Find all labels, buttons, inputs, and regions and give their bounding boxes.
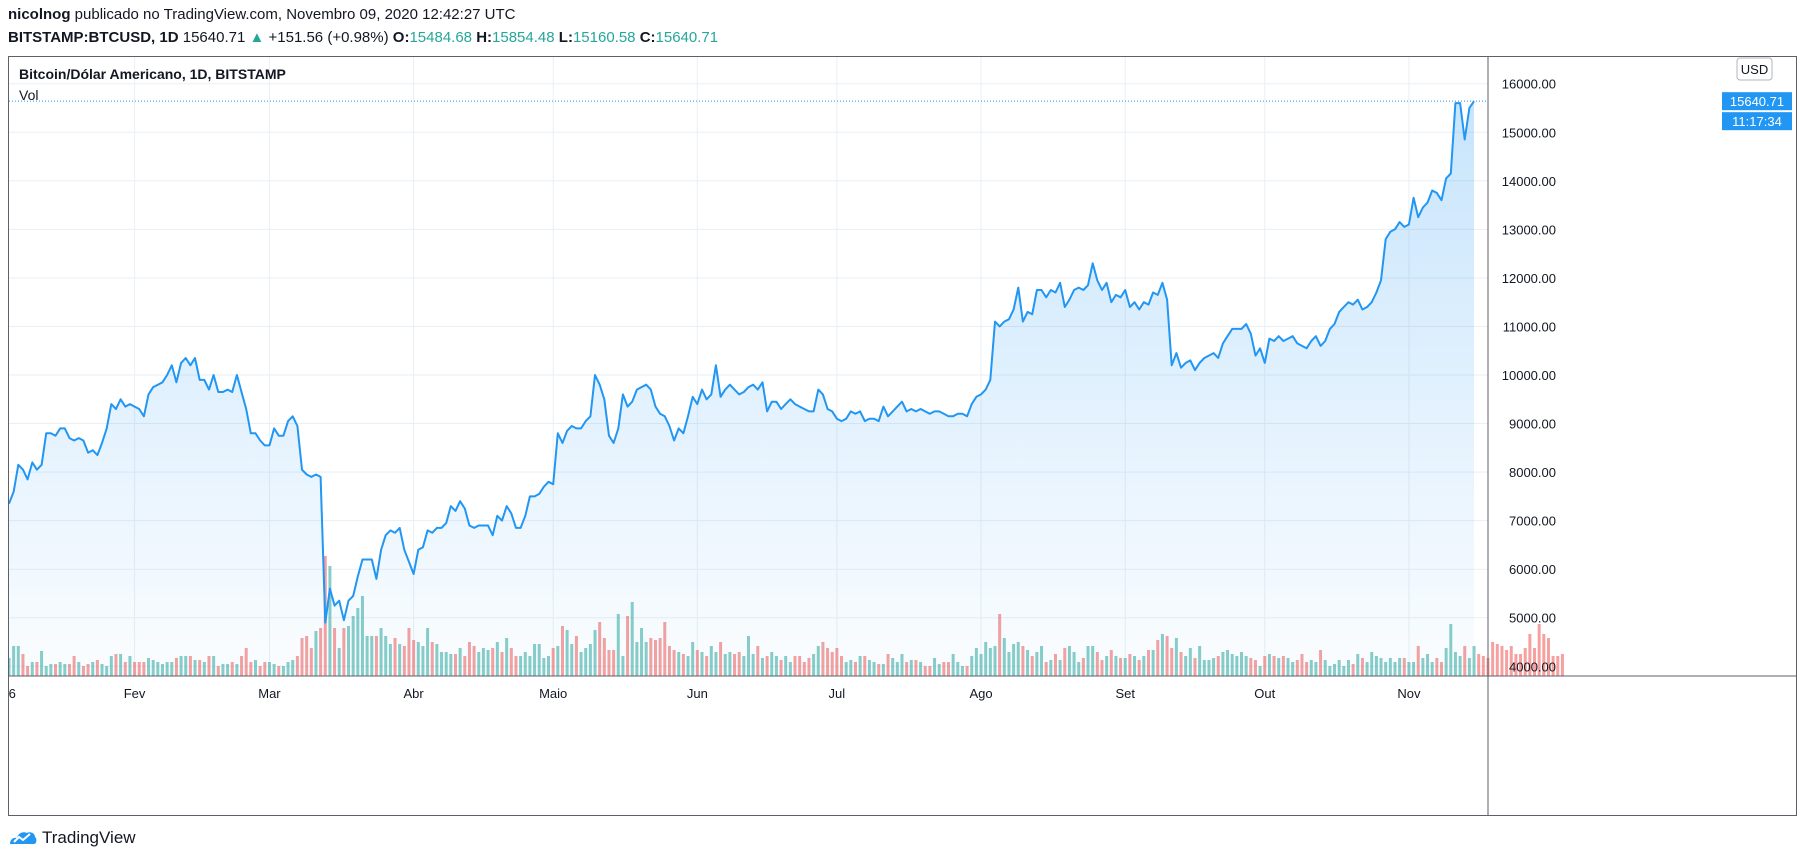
- y-tick-label: 13000.00: [1502, 222, 1556, 237]
- legend-volume-label: Vol: [19, 87, 38, 103]
- volume-bar: [1542, 634, 1546, 676]
- price-change: +151.56 (+0.98%): [268, 29, 389, 46]
- publication-header: nicolnog publicado no TradingView.com, N…: [8, 6, 516, 23]
- volume-bar: [1505, 650, 1509, 676]
- x-tick-label: Nov: [1397, 686, 1421, 701]
- volume-bar: [1509, 646, 1513, 676]
- ohlc-header: BITSTAMP:BTCUSD, 1D 15640.71 ▲ +151.56 (…: [8, 29, 718, 46]
- countdown-tag-label: 11:17:34: [1732, 114, 1782, 129]
- x-tick-label: Jul: [829, 686, 846, 701]
- volume-bar: [1491, 642, 1495, 676]
- brand-name: TradingView: [42, 828, 136, 847]
- y-tick-label: 10000.00: [1502, 368, 1556, 383]
- x-tick-label: Abr: [404, 686, 425, 701]
- volume-bar: [1472, 646, 1476, 676]
- axes: 4000.00 5000.00 6000.00 7000.00 8000.00 9000.…: [9, 57, 1796, 815]
- last-price: 15640.71: [182, 29, 246, 46]
- x-tick-label: Fev: [124, 686, 146, 701]
- last-price-tag-label: 15640.71: [1730, 94, 1784, 109]
- y-tick-label: 14000.00: [1502, 174, 1556, 189]
- volume-bar: [1519, 654, 1523, 676]
- high-value: 15854.48: [492, 29, 555, 46]
- y-tick-label: 5000.00: [1509, 611, 1556, 626]
- price-tags: 15640.71 11:17:34: [1722, 92, 1792, 131]
- currency-button[interactable]: USD: [1736, 57, 1773, 81]
- volume-bar: [1481, 656, 1485, 676]
- volume-bar: [1514, 654, 1518, 676]
- symbol-label: BITSTAMP:BTCUSD, 1D: [8, 29, 179, 46]
- low-value: 15160.58: [572, 29, 636, 46]
- low-label: L:: [558, 29, 573, 46]
- publication-info: publicado no TradingView.com, Novembro 0…: [74, 6, 516, 23]
- legend-title: Bitcoin/Dólar Americano, 1D, BITSTAMP: [19, 66, 286, 82]
- close-value: 15640.71: [655, 29, 719, 46]
- x-tick-label: 6: [9, 686, 16, 701]
- y-tick-label: 7000.00: [1509, 514, 1556, 529]
- x-tick-label: Ago: [969, 686, 992, 701]
- volume-bar: [1533, 648, 1537, 676]
- y-tick-label: 11000.00: [1503, 319, 1556, 334]
- close-label: C:: [639, 29, 656, 46]
- y-tick-label: 8000.00: [1509, 465, 1556, 480]
- x-tick-label: Jun: [687, 686, 708, 701]
- tradingview-logo-icon: [10, 832, 37, 844]
- x-tick-label: Maio: [539, 686, 567, 701]
- chart-frame[interactable]: 4000.00 5000.00 6000.00 7000.00 8000.00 9000.…: [8, 56, 1797, 816]
- volume-bar: [1477, 654, 1481, 676]
- y-tick-label: 15000.00: [1502, 125, 1556, 140]
- author-name[interactable]: nicolnog: [8, 6, 71, 23]
- volume-bar: [1523, 648, 1527, 676]
- volume-bar: [1560, 654, 1564, 676]
- price-line: [9, 100, 1475, 624]
- open-label: O:: [392, 29, 410, 46]
- volume-bar: [1546, 638, 1550, 676]
- x-tick-label: Mar: [258, 686, 281, 701]
- volume-bar: [1500, 646, 1504, 676]
- price-area-fill: [9, 101, 1474, 676]
- price-chart[interactable]: 4000.00 5000.00 6000.00 7000.00 8000.00 9000.…: [9, 57, 1796, 815]
- last-price-tag: [1722, 92, 1792, 111]
- price-area: [9, 100, 1488, 676]
- volume-bar: [1551, 656, 1555, 676]
- footer-brand[interactable]: TradingView: [8, 826, 136, 850]
- x-tick-label: Out: [1254, 686, 1275, 701]
- x-tick-label: Set: [1115, 686, 1135, 701]
- y-tick-label: 12000.00: [1502, 271, 1556, 286]
- open-value: 15484.68: [409, 29, 473, 46]
- volume-bar: [1528, 634, 1532, 676]
- currency-label: USD: [1741, 62, 1768, 77]
- volume-bar: [1495, 644, 1499, 676]
- high-label: H:: [476, 29, 493, 46]
- y-tick-label: 16000.00: [1502, 77, 1556, 92]
- countdown-tag: [1722, 112, 1792, 131]
- y-tick-label: 9000.00: [1509, 417, 1556, 432]
- y-tick-label: 4000.00: [1509, 659, 1556, 674]
- y-tick-label: 6000.00: [1509, 562, 1556, 577]
- up-arrow-icon: ▲: [249, 29, 265, 46]
- volume-bar: [1556, 656, 1560, 676]
- volume-bar: [1537, 624, 1541, 676]
